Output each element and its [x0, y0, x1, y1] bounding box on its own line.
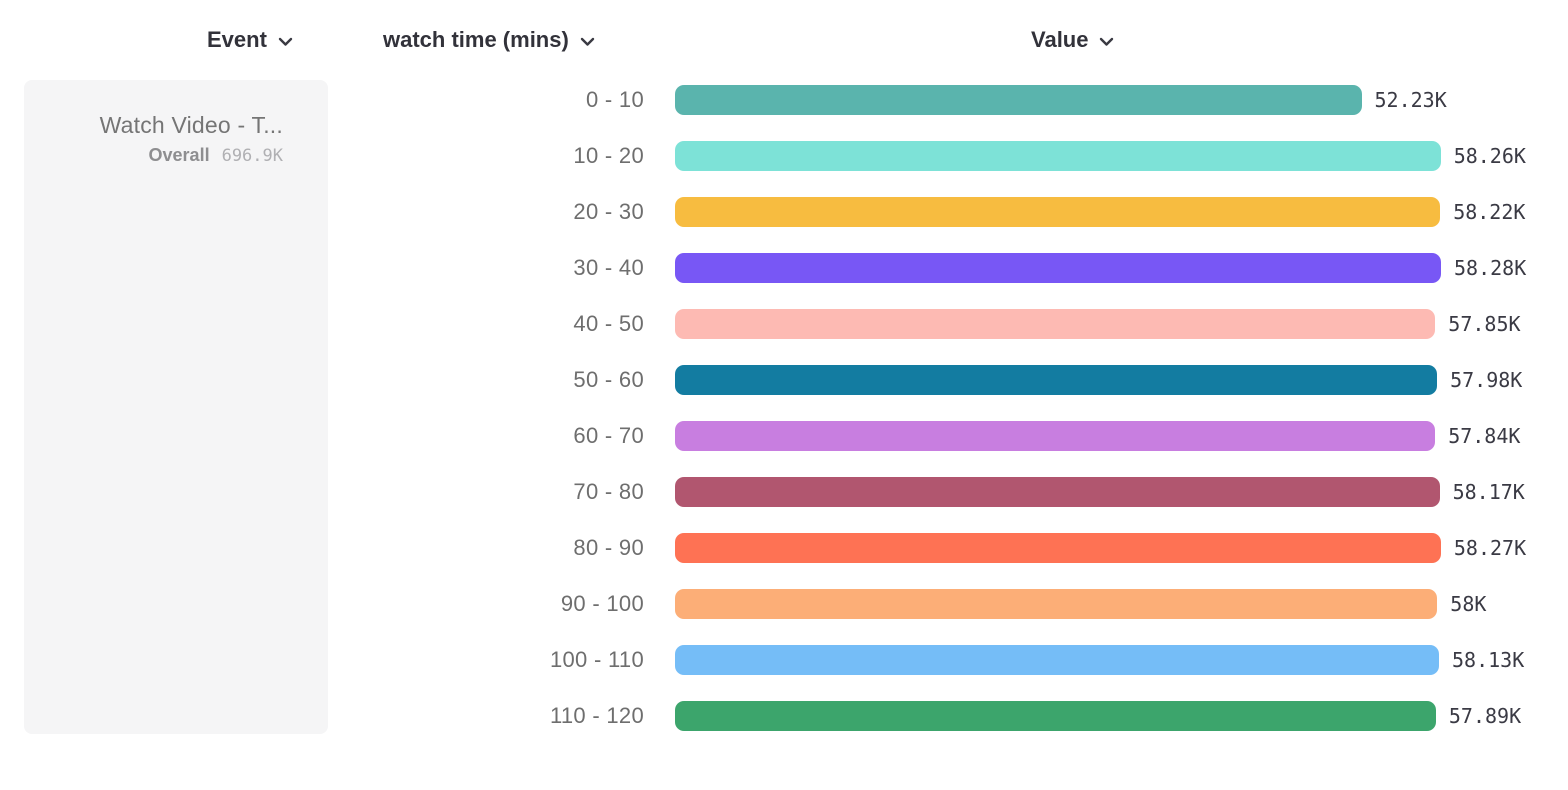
value-label: 57.85K [1448, 312, 1521, 336]
chart-row: 60 - 70 57.84K [0, 408, 1568, 464]
chevron-down-icon [278, 37, 293, 47]
bucket-label: 30 - 40 [573, 255, 644, 280]
value-bar[interactable] [675, 701, 1436, 731]
value-label: 58.27K [1453, 536, 1527, 560]
event-column-label: Event [207, 27, 267, 52]
value-bar[interactable] [675, 645, 1439, 675]
value-label: 58.17K [1452, 480, 1525, 504]
event-column-header[interactable]: Event [207, 27, 293, 53]
value-bar[interactable] [675, 477, 1440, 507]
event-title: Watch Video - T... [99, 112, 283, 138]
value-label: 57.84K [1448, 424, 1521, 448]
chevron-down-icon [1099, 37, 1114, 47]
overall-label: Overall [148, 145, 210, 165]
value-column-label: Value [1031, 27, 1089, 52]
value-label: 58.22K [1453, 200, 1526, 224]
chevron-down-icon [580, 37, 595, 47]
value-bar[interactable] [675, 365, 1438, 395]
overall-value: 696.9K [221, 146, 283, 166]
value-label: 58.13K [1452, 648, 1525, 672]
chart-row: 80 - 90 58.27K [0, 520, 1568, 576]
chart-row: 50 - 60 57.98K [0, 352, 1568, 408]
event-overall-row: Overall 696.9K [24, 145, 328, 166]
chart-row: 0 - 10 52.23K [0, 72, 1568, 128]
value-bar[interactable] [675, 197, 1441, 227]
chart-row: 100 - 110 58.13K [0, 632, 1568, 688]
breakdown-column-header[interactable]: watch time (mins) [383, 27, 595, 53]
value-bar[interactable] [675, 421, 1436, 451]
value-bar[interactable] [675, 141, 1441, 171]
bucket-label: 60 - 70 [573, 423, 644, 448]
bucket-label: 40 - 50 [573, 311, 644, 336]
value-bar[interactable] [675, 533, 1441, 563]
chart-row: 30 - 40 58.28K [0, 240, 1568, 296]
chart-row: 40 - 50 57.85K [0, 296, 1568, 352]
bucket-label: 50 - 60 [573, 367, 644, 392]
chart-row: 90 - 100 58K [0, 576, 1568, 632]
value-column-header[interactable]: Value [1031, 27, 1114, 53]
event-card[interactable]: Watch Video - T... Overall 696.9K [24, 80, 328, 734]
bucket-label: 110 - 120 [549, 703, 644, 728]
value-label: 57.98K [1450, 368, 1523, 392]
bucket-label: 90 - 100 [560, 591, 644, 616]
value-label: 58.28K [1454, 256, 1527, 280]
chart-row: 20 - 30 58.22K [0, 184, 1568, 240]
value-bar[interactable] [675, 253, 1441, 283]
value-label: 52.23K [1374, 88, 1447, 112]
bucket-label: 70 - 80 [573, 479, 644, 504]
value-label: 58.26K [1453, 144, 1526, 168]
value-bar[interactable] [675, 589, 1438, 619]
value-bar[interactable] [675, 309, 1436, 339]
chart-row: 10 - 20 58.26K [0, 128, 1568, 184]
bucket-label: 0 - 10 [585, 87, 644, 112]
chart-row: 70 - 80 58.17K [0, 464, 1568, 520]
chart-row: 110 - 120 57.89K [0, 688, 1568, 744]
breakdown-column-label: watch time (mins) [383, 27, 569, 52]
bucket-label: 80 - 90 [573, 535, 644, 560]
bar-chart: 0 - 10 52.23K 10 - 20 58.26K 20 - 30 58.22K 30… [0, 72, 1568, 744]
bucket-label: 100 - 110 [549, 647, 644, 672]
bucket-label: 10 - 20 [573, 143, 644, 168]
bucket-label: 20 - 30 [573, 199, 644, 224]
value-bar[interactable] [675, 85, 1362, 115]
value-label: 57.89K [1448, 704, 1522, 728]
value-label: 58K [1450, 592, 1487, 616]
